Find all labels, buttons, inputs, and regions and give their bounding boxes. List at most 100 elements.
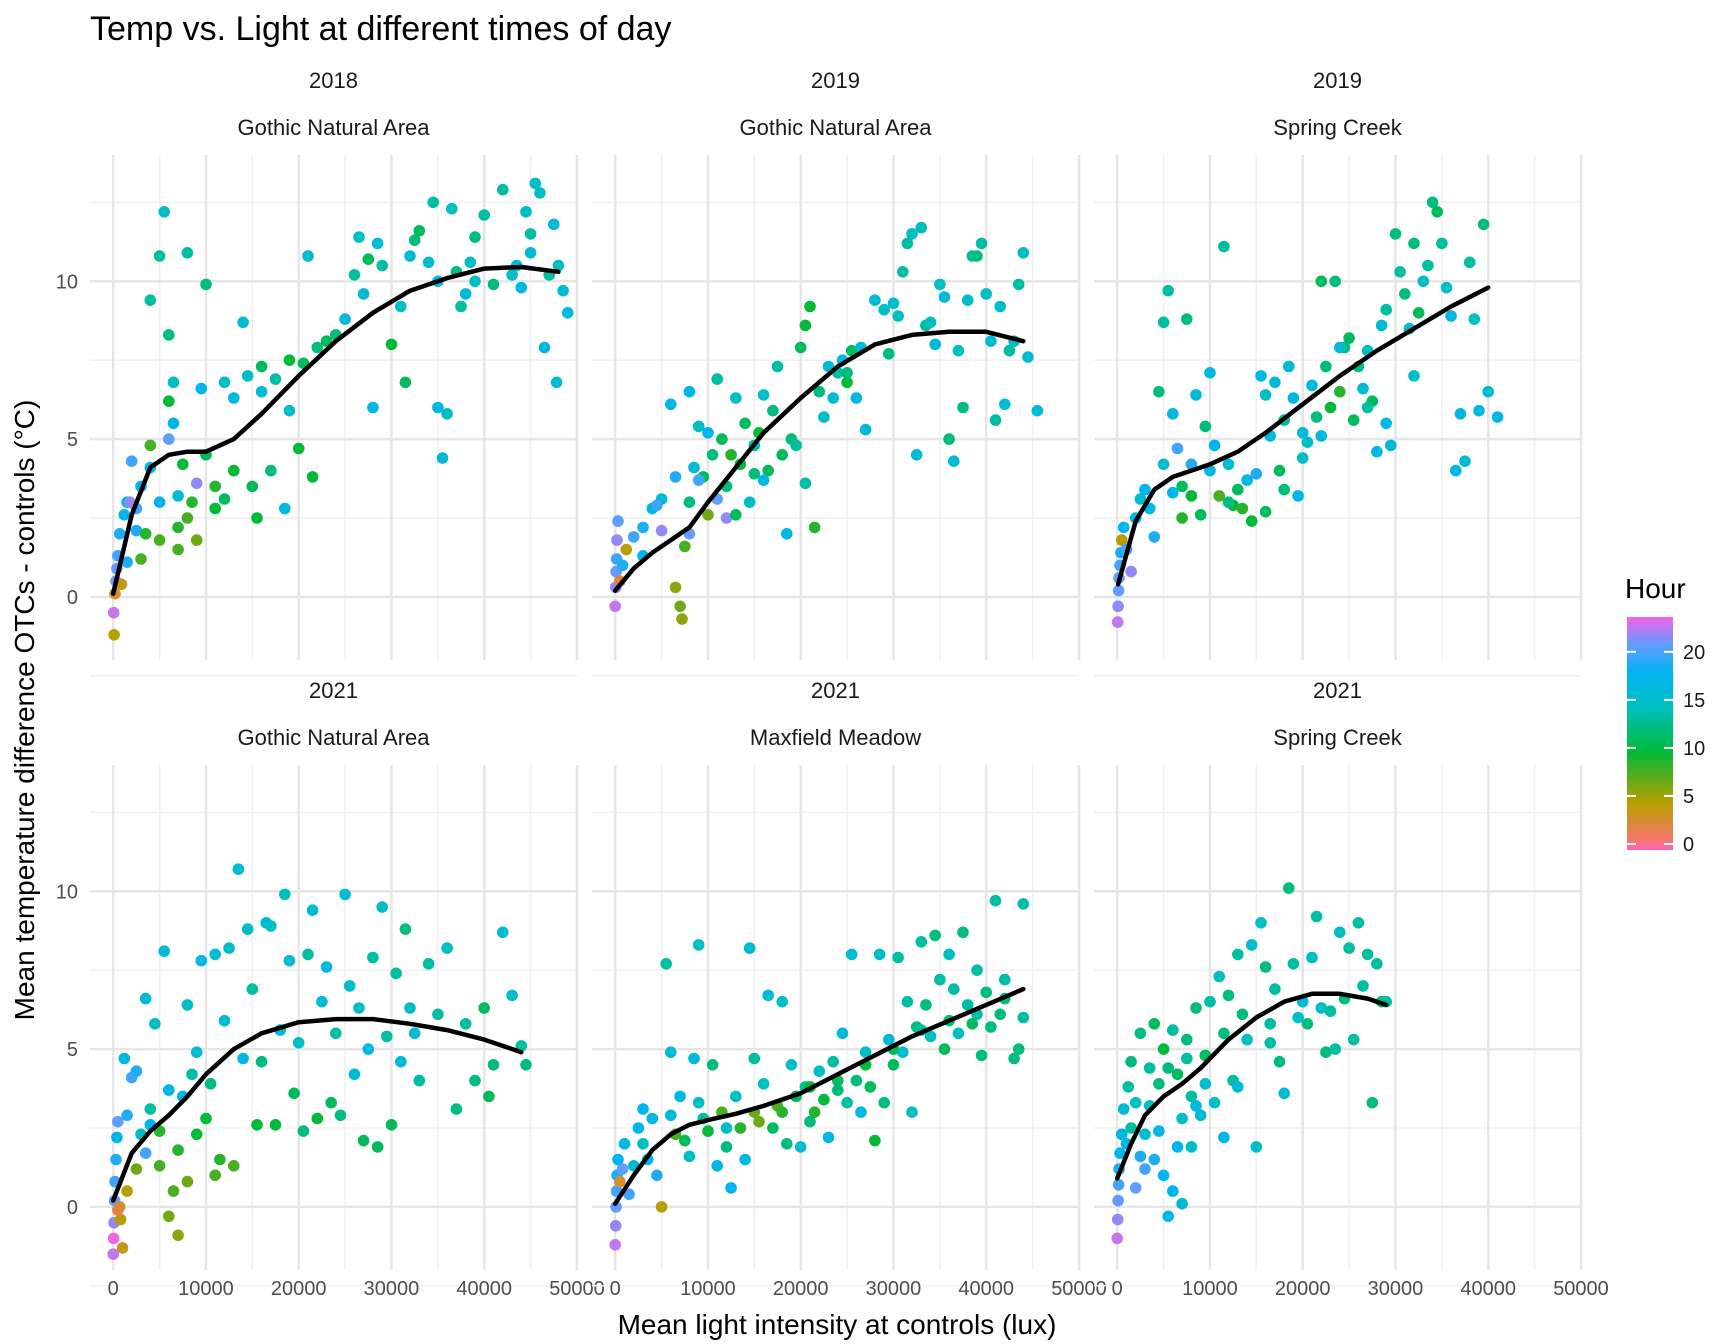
data-point <box>725 1182 737 1194</box>
data-point <box>181 512 194 524</box>
data-point <box>920 999 932 1011</box>
data-point <box>915 936 928 948</box>
data-point <box>1194 509 1207 521</box>
data-point <box>1111 1232 1123 1245</box>
data-point <box>367 951 379 964</box>
data-point <box>1255 917 1267 929</box>
data-point <box>1199 1078 1212 1090</box>
data-point <box>561 307 574 319</box>
data-point <box>149 1018 161 1030</box>
data-point <box>520 206 532 218</box>
data-point <box>422 958 435 970</box>
data-point <box>1194 1109 1207 1122</box>
data-point <box>228 464 240 477</box>
x-tick-label: 0 <box>108 1278 119 1300</box>
data-point <box>1236 502 1249 515</box>
data-point <box>757 1078 770 1090</box>
data-point <box>306 471 319 483</box>
data-point <box>1278 1087 1290 1100</box>
data-point <box>767 1122 779 1134</box>
data-point <box>478 209 491 221</box>
data-point <box>422 256 435 269</box>
legend-colorbar <box>1627 617 1673 850</box>
data-point <box>706 449 719 461</box>
data-point <box>688 1052 700 1065</box>
data-point <box>167 1185 180 1197</box>
y-tick-label: 10 <box>56 271 78 293</box>
data-point <box>306 904 319 916</box>
data-point <box>172 1229 184 1242</box>
data-point <box>612 515 624 527</box>
legend-ticks: 0 5 10 15 20 <box>1627 642 1705 856</box>
data-point <box>720 1122 733 1134</box>
data-point <box>469 231 481 243</box>
data-point <box>237 1052 249 1065</box>
data-point <box>869 1134 881 1147</box>
data-point <box>158 206 170 218</box>
data-point <box>1245 939 1258 951</box>
data-point <box>153 534 166 546</box>
chart-title: Temp vs. Light at different times of day <box>90 10 671 48</box>
data-point <box>637 521 649 534</box>
data-point <box>859 423 872 436</box>
x-tick-label: 10000 <box>1182 1278 1238 1300</box>
data-point <box>144 294 157 307</box>
data-point <box>172 521 184 534</box>
data-point <box>459 1018 472 1030</box>
data-point <box>441 942 453 954</box>
data-point <box>1306 951 1318 964</box>
data-point <box>637 1138 649 1150</box>
data-point <box>399 376 412 389</box>
data-point <box>804 1115 816 1128</box>
facet-year-label: 2019 <box>811 68 860 93</box>
data-point <box>204 1078 217 1090</box>
data-point <box>1343 942 1355 954</box>
facet-year-label: 2021 <box>811 678 860 703</box>
data-point <box>1017 898 1030 910</box>
data-point <box>167 376 180 389</box>
data-point <box>1185 490 1198 502</box>
data-point <box>1463 256 1476 269</box>
data-point <box>915 221 928 234</box>
data-point <box>1003 344 1016 357</box>
data-point <box>506 269 518 281</box>
data-point <box>111 1131 123 1144</box>
data-point <box>353 231 365 243</box>
data-point <box>1112 1194 1124 1207</box>
data-point <box>1394 266 1406 278</box>
data-point <box>1431 206 1443 218</box>
data-point <box>1125 1055 1137 1068</box>
legend-tick-label: 10 <box>1683 738 1705 760</box>
data-point <box>692 1096 705 1109</box>
x-tick-label: 40000 <box>456 1278 512 1300</box>
data-point <box>901 995 914 1008</box>
data-point <box>529 177 542 190</box>
data-point <box>781 528 793 540</box>
data-point <box>692 939 705 951</box>
data-point <box>1112 600 1124 613</box>
data-point <box>725 449 737 461</box>
data-point <box>1125 565 1137 578</box>
data-point <box>1361 401 1374 414</box>
data-point <box>906 228 918 240</box>
data-point <box>113 528 126 540</box>
data-point <box>720 1141 733 1153</box>
data-point <box>948 983 960 995</box>
data-point <box>1320 360 1332 373</box>
data-point <box>883 348 895 360</box>
data-point <box>1208 1096 1221 1109</box>
data-point <box>139 992 152 1005</box>
data-point <box>1292 490 1304 502</box>
data-point <box>943 948 955 961</box>
data-point <box>929 338 941 351</box>
data-point <box>794 1141 807 1153</box>
data-point <box>1012 1043 1025 1055</box>
panel-points <box>1111 882 1392 1245</box>
data-point <box>124 496 136 509</box>
data-point <box>683 496 696 509</box>
data-point <box>1218 1131 1230 1144</box>
data-point <box>985 1021 997 1033</box>
data-point <box>515 1040 528 1052</box>
data-point <box>114 1213 127 1226</box>
data-point <box>743 942 756 954</box>
